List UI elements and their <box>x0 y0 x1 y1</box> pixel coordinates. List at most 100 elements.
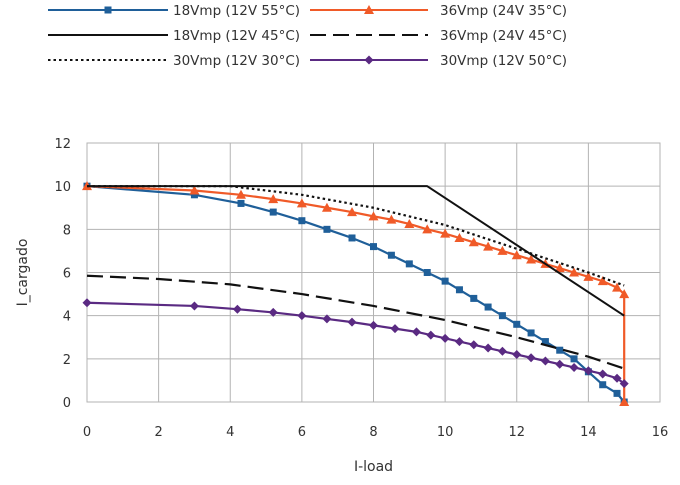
data-point <box>526 353 536 363</box>
series-line <box>87 185 625 287</box>
data-point <box>347 317 357 327</box>
data-point <box>569 267 580 277</box>
y-tick-label: 10 <box>54 180 71 195</box>
data-point <box>426 330 436 340</box>
y-tick-label: 8 <box>63 223 71 238</box>
data-point <box>237 199 245 207</box>
data-point <box>526 254 537 264</box>
data-point <box>469 340 479 350</box>
data-point <box>498 312 506 320</box>
data-point <box>612 282 623 292</box>
data-point <box>619 397 630 406</box>
data-point <box>497 245 508 255</box>
x-tick-label: 12 <box>508 425 525 440</box>
legend-label: 18Vmp (12V 55°C) <box>173 3 300 19</box>
plot-area <box>86 142 661 403</box>
x-tick-label: 2 <box>154 425 162 440</box>
legend-label: 30Vmp (12V 50°C) <box>440 53 567 69</box>
x-tick-label: 4 <box>226 425 234 440</box>
data-point <box>470 294 478 302</box>
data-point <box>347 207 358 217</box>
data-point <box>619 379 629 389</box>
data-point <box>390 324 400 334</box>
legend-item: 30Vmp (12V 30°C) <box>48 53 300 69</box>
legend-marker <box>104 6 112 14</box>
data-point <box>569 362 579 372</box>
data-point <box>583 271 594 281</box>
legend-label: 18Vmp (12V 45°C) <box>173 28 300 44</box>
data-point <box>483 343 493 353</box>
data-point <box>232 304 242 314</box>
data-point <box>511 250 522 260</box>
data-point <box>322 314 332 324</box>
series-2 <box>82 181 630 406</box>
legend-item: 30Vmp (12V 50°C) <box>310 53 567 69</box>
data-point <box>484 303 492 311</box>
y-tick-label: 0 <box>63 396 71 411</box>
data-point <box>386 214 397 224</box>
data-point <box>527 329 535 337</box>
series-line <box>86 274 625 370</box>
data-point <box>497 346 507 356</box>
data-point <box>454 337 464 347</box>
data-point <box>570 355 578 363</box>
series-6 <box>82 298 629 389</box>
y-tick-label: 6 <box>63 267 71 282</box>
data-point <box>387 251 395 259</box>
series-5 <box>87 185 625 287</box>
x-axis-label: I-load <box>354 459 393 475</box>
legend-label: 36Vmp (24V 35°C) <box>440 3 567 19</box>
legend-item: 36Vmp (24V 35°C) <box>310 3 567 19</box>
legend-item: 18Vmp (12V 55°C) <box>48 3 300 19</box>
x-tick-label: 0 <box>83 425 91 440</box>
legend-item: 18Vmp (12V 45°C) <box>48 28 300 44</box>
data-point <box>82 298 92 308</box>
x-tick-label: 10 <box>437 425 454 440</box>
series-line <box>86 185 626 403</box>
data-point <box>405 260 413 268</box>
y-tick-label: 12 <box>54 137 71 152</box>
x-tick-label: 8 <box>369 425 377 440</box>
legend-label: 36Vmp (24V 45°C) <box>440 28 567 44</box>
series-line <box>87 185 625 317</box>
data-point <box>423 269 431 276</box>
data-point <box>321 202 332 212</box>
data-point <box>440 228 451 238</box>
data-point <box>323 225 331 233</box>
y-tick-labels: 0 2 4 6 8 10 12 <box>54 137 71 411</box>
y-tick-label: 4 <box>63 310 71 325</box>
data-point <box>468 237 479 247</box>
data-point <box>269 208 277 216</box>
data-point <box>348 234 356 242</box>
data-point <box>583 366 593 376</box>
data-point <box>368 211 379 221</box>
data-point <box>297 311 307 321</box>
data-point <box>404 218 415 228</box>
data-point <box>483 241 494 251</box>
data-point <box>613 389 621 397</box>
data-point <box>370 243 377 251</box>
legend-marker <box>364 5 374 14</box>
data-point <box>599 381 607 389</box>
legend-label: 30Vmp (12V 30°C) <box>173 53 300 69</box>
data-point <box>541 338 549 346</box>
y-tick-label: 2 <box>63 353 71 368</box>
data-point <box>555 359 565 369</box>
x-tick-labels: 0 2 4 6 8 10 12 14 16 <box>83 425 668 440</box>
x-tick-label: 6 <box>298 425 306 440</box>
data-point <box>268 307 278 317</box>
data-point <box>440 333 450 343</box>
data-point <box>189 185 200 195</box>
y-axis-label: I_cargado <box>15 239 31 307</box>
data-point <box>190 191 198 199</box>
series-1 <box>83 182 628 406</box>
data-point <box>189 301 199 311</box>
data-point <box>298 217 306 225</box>
data-point <box>554 263 565 273</box>
data-point <box>619 289 630 299</box>
data-point <box>598 369 608 379</box>
data-point <box>411 327 421 337</box>
data-point <box>455 286 463 294</box>
data-point <box>268 194 279 204</box>
data-point <box>556 346 564 354</box>
